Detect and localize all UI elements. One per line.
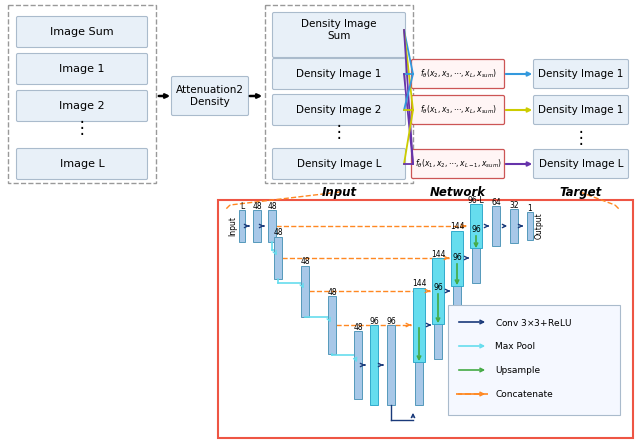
Bar <box>527 212 533 240</box>
Text: Conv 3$\times$3+ReLU: Conv 3$\times$3+ReLU <box>495 317 572 328</box>
Text: Concatenate: Concatenate <box>495 389 553 399</box>
FancyBboxPatch shape <box>412 59 504 88</box>
Text: 96: 96 <box>386 317 396 325</box>
Bar <box>387 325 396 405</box>
Text: 48: 48 <box>327 288 337 297</box>
Text: 144: 144 <box>450 222 464 231</box>
Text: $f_\theta(x_1,x_2,\cdots,x_{L-1},x_{sum})$: $f_\theta(x_1,x_2,\cdots,x_{L-1},x_{sum}… <box>415 158 502 170</box>
FancyBboxPatch shape <box>172 76 248 115</box>
FancyBboxPatch shape <box>412 150 504 178</box>
Text: Density Image L: Density Image L <box>539 159 623 169</box>
Text: $f_\theta(x_2,x_3,\cdots,x_L,x_{sum})$: $f_\theta(x_2,x_3,\cdots,x_L,x_{sum})$ <box>420 68 497 80</box>
FancyBboxPatch shape <box>534 59 628 88</box>
Text: 96-L: 96-L <box>468 195 484 205</box>
Text: 48: 48 <box>353 322 363 332</box>
Text: 48: 48 <box>252 202 262 210</box>
Bar <box>370 325 378 405</box>
Text: 1: 1 <box>527 203 532 213</box>
Text: Density Image 1: Density Image 1 <box>538 105 624 115</box>
Bar <box>415 325 424 405</box>
Bar <box>328 296 336 354</box>
Text: Input: Input <box>321 186 356 198</box>
Text: ⋮: ⋮ <box>573 129 589 147</box>
Text: Max Pool: Max Pool <box>495 341 535 350</box>
FancyBboxPatch shape <box>17 16 147 48</box>
FancyBboxPatch shape <box>412 95 504 124</box>
Text: $f_\theta(x_1,x_3,\cdots,x_L,x_{sum})$: $f_\theta(x_1,x_3,\cdots,x_L,x_{sum})$ <box>420 104 497 116</box>
Text: 64: 64 <box>491 198 501 206</box>
Bar <box>470 204 483 248</box>
Bar <box>301 266 309 317</box>
FancyBboxPatch shape <box>17 148 147 179</box>
Text: Image Sum: Image Sum <box>50 27 114 37</box>
Bar <box>8 5 156 183</box>
Text: Attenuation2
Density: Attenuation2 Density <box>176 85 244 107</box>
Bar <box>452 261 461 321</box>
Bar <box>451 230 463 285</box>
Bar <box>274 237 282 279</box>
FancyBboxPatch shape <box>273 59 406 90</box>
Text: Input: Input <box>228 216 237 236</box>
FancyBboxPatch shape <box>273 12 406 58</box>
Text: Upsample: Upsample <box>495 365 540 374</box>
Text: Density Image L: Density Image L <box>297 159 381 169</box>
Text: ⋮: ⋮ <box>74 119 90 137</box>
Text: 48: 48 <box>300 257 310 266</box>
FancyBboxPatch shape <box>534 150 628 178</box>
Text: 144: 144 <box>431 250 445 258</box>
Text: 96: 96 <box>471 225 481 234</box>
Bar <box>354 331 362 399</box>
Bar <box>433 258 444 324</box>
Bar <box>492 206 500 246</box>
Bar <box>268 210 276 242</box>
Text: L: L <box>240 202 244 210</box>
Text: 32: 32 <box>509 201 519 210</box>
Bar <box>218 200 633 438</box>
Text: Density Image 1: Density Image 1 <box>296 69 381 79</box>
FancyBboxPatch shape <box>273 148 406 179</box>
Bar <box>413 288 424 362</box>
Text: 96: 96 <box>369 317 379 325</box>
Bar <box>509 209 518 243</box>
Text: ⋮: ⋮ <box>331 123 348 141</box>
Bar <box>265 5 413 183</box>
Bar <box>434 291 442 359</box>
Bar <box>472 233 481 283</box>
FancyBboxPatch shape <box>273 95 406 126</box>
Bar <box>448 305 620 415</box>
FancyBboxPatch shape <box>17 91 147 122</box>
Text: Image 1: Image 1 <box>60 64 105 74</box>
Text: Image L: Image L <box>60 159 104 169</box>
FancyBboxPatch shape <box>534 95 628 124</box>
Text: Image 2: Image 2 <box>59 101 105 111</box>
Text: 48: 48 <box>273 228 283 237</box>
Text: Density Image 1: Density Image 1 <box>538 69 624 79</box>
FancyBboxPatch shape <box>17 53 147 84</box>
Text: 96: 96 <box>452 253 462 262</box>
Text: Output: Output <box>534 213 543 239</box>
Text: Target: Target <box>560 186 602 198</box>
Text: 48: 48 <box>267 202 277 210</box>
Text: Network: Network <box>430 186 486 198</box>
Bar <box>239 210 245 242</box>
Bar <box>253 210 261 242</box>
Text: Density Image 2: Density Image 2 <box>296 105 381 115</box>
Text: 144: 144 <box>412 279 426 288</box>
Text: Density Image
Sum: Density Image Sum <box>301 19 377 41</box>
Text: 96: 96 <box>433 282 443 292</box>
